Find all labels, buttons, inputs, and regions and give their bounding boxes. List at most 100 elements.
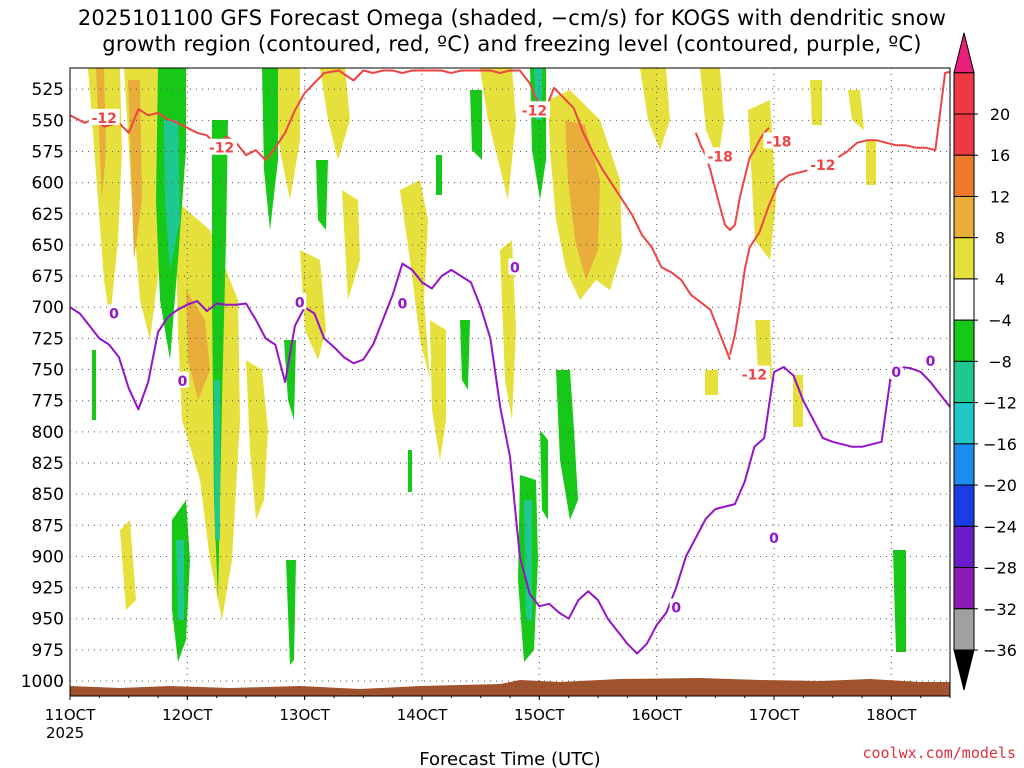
contour-label: 0 — [109, 306, 119, 322]
contour-label: -12 — [742, 368, 767, 384]
colorbar-segment — [953, 525, 975, 569]
contour-label-bg — [807, 156, 839, 173]
y-tick-label: 550 — [32, 111, 64, 131]
omega-region-teal-3 — [214, 380, 220, 540]
omega-region-yellow-18 — [810, 80, 822, 125]
x-axis-year-label: 2025 — [46, 724, 84, 742]
colorbar-segment — [953, 195, 975, 239]
y-tick-label: 850 — [32, 485, 64, 505]
omega-region-yellow-20 — [866, 140, 876, 185]
contour-label: 0 — [178, 374, 188, 390]
omega-region-green-8 — [470, 90, 482, 160]
contour-label-bg — [767, 528, 781, 545]
colorbar-segment — [953, 608, 975, 651]
colorbar-segment — [953, 402, 975, 445]
omega-region-yellow-15 — [700, 68, 724, 160]
contour-label-bg — [923, 351, 937, 368]
colorbar-top-arrow — [953, 32, 975, 74]
y-tick-label: 575 — [32, 142, 64, 162]
y-tick-label: 600 — [32, 174, 64, 194]
omega-region-yellow-1 — [88, 68, 122, 320]
omega-region-green-14 — [893, 550, 906, 652]
colorbar-segment — [953, 154, 975, 197]
omega-region-yellow-9 — [400, 180, 430, 380]
contour-label-bg — [669, 598, 683, 615]
colorbar-label: −16 — [983, 435, 1017, 454]
colorbar-label: −32 — [983, 600, 1017, 619]
colorbar-segment — [953, 113, 975, 156]
x-tick-label: 16OCT — [631, 706, 682, 724]
contour-label-bg — [518, 101, 550, 118]
x-tick-label: 11OCT — [45, 706, 96, 724]
contour-label-bg — [293, 293, 307, 310]
omega-region-yellow-4 — [246, 360, 268, 520]
omega-region-green-9 — [460, 320, 470, 390]
omega-region-yellow-14 — [640, 68, 670, 150]
colorbar-segment — [953, 237, 975, 280]
omega-region-green-13 — [540, 430, 548, 520]
omega-region-yellow-22 — [705, 370, 718, 395]
contour-line — [729, 70, 950, 355]
omega-region-yellow-16 — [748, 100, 776, 260]
y-tick-label: 525 — [32, 80, 64, 100]
colorbar-label: −12 — [983, 394, 1017, 413]
y-tick-label: 875 — [32, 516, 64, 536]
contour-label-bg — [889, 363, 903, 380]
x-axis-title: Forecast Time (UTC) — [419, 749, 600, 768]
y-tick-label: 900 — [32, 547, 64, 567]
y-tick-label: 925 — [32, 579, 64, 599]
colorbar-label: −24 — [983, 517, 1017, 536]
colorbar-label: 12 — [990, 187, 1010, 206]
contour-label: 0 — [891, 365, 901, 381]
colorbar-segment — [953, 443, 975, 486]
chart-title-line-2: growth region (contoured, red, ºC) and f… — [102, 32, 922, 56]
omega-region-green-6 — [286, 560, 296, 665]
y-tick-label: 750 — [32, 361, 64, 381]
colorbar-label: −20 — [983, 476, 1017, 495]
y-tick-label: 950 — [32, 610, 64, 630]
contour-label-bg — [738, 365, 770, 382]
contour-line — [70, 69, 731, 360]
contour-label-bg — [88, 108, 120, 125]
chart-title-line-1: 2025101100 GFS Forecast Omega (shaded, −… — [77, 6, 947, 30]
y-tick-label: 625 — [32, 205, 64, 225]
omega-region-green-12 — [556, 370, 578, 520]
colorbar-label: 16 — [990, 146, 1010, 165]
omega-region-yellow-11 — [480, 68, 516, 200]
y-tick-label: 650 — [32, 236, 64, 256]
y-tick-label: 675 — [32, 267, 64, 287]
omega-region-green-16 — [408, 450, 412, 492]
omega-region-green-4 — [262, 68, 278, 230]
contour-label-bg — [508, 258, 522, 275]
omega-region-teal-1 — [164, 120, 180, 270]
omega-region-teal-2 — [176, 540, 184, 620]
colorbar: 20 16 12 8 4 −4 −8 −12 −16 −20 −24 −28 −32 −36 — [953, 32, 1017, 691]
omega-region-yellow-19 — [848, 90, 864, 130]
colorbar-segment — [953, 360, 975, 404]
y-tick-label: 775 — [32, 392, 64, 412]
omega-region-green-5 — [284, 340, 296, 420]
x-tick-label: 15OCT — [514, 706, 565, 724]
y-tick-label: 725 — [32, 329, 64, 349]
omega-region-yellow-8 — [342, 190, 360, 300]
omega-region-teal-4 — [524, 500, 532, 620]
colorbar-label: −8 — [988, 352, 1012, 371]
omega-shading — [88, 68, 906, 665]
omega-region-yellow-10 — [430, 320, 446, 460]
contour-labels: -12 -12 -12 -18 -18 -12 -12 0 0 0 0 0 0 0 0 0 — [88, 101, 937, 617]
y-tick-label: 825 — [32, 454, 64, 474]
colorbar-segment — [953, 319, 975, 362]
contour-label-bg — [395, 294, 409, 311]
contour-label: -12 — [810, 158, 835, 174]
contour-label: 0 — [510, 260, 520, 276]
omega-region-yellow-7 — [320, 68, 350, 160]
colorbar-segment — [953, 278, 975, 321]
omega-region-yellow-23 — [120, 520, 136, 610]
x-tick-label: 18OCT — [866, 706, 917, 724]
contour-label-bg — [704, 147, 736, 164]
omega-region-orange-4 — [565, 120, 600, 280]
omega-region-orange-3 — [186, 290, 210, 400]
colorbar-segment — [953, 484, 975, 527]
